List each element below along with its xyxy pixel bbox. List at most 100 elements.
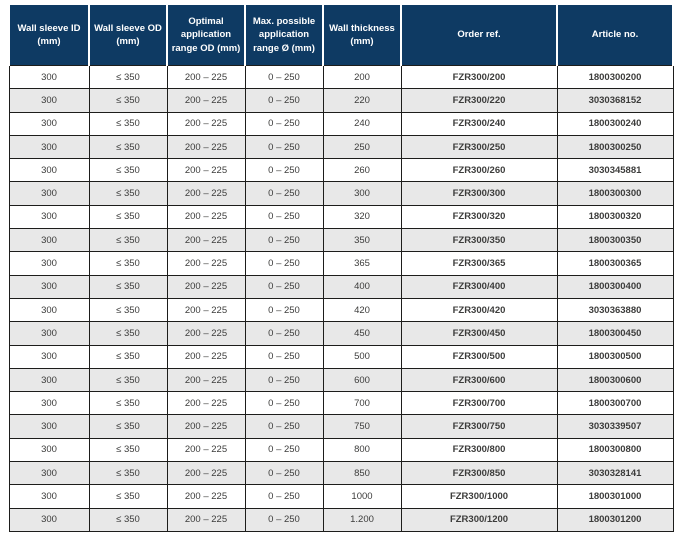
- column-header: Article no.: [556, 3, 674, 66]
- table-cell: 750: [322, 414, 402, 439]
- table-cell: FZR300/850: [400, 461, 558, 486]
- table-cell: FZR300/500: [400, 344, 558, 369]
- table-cell: 1.200: [322, 507, 402, 532]
- table-cell: 200 – 225: [166, 251, 246, 276]
- table-cell: 0 – 250: [244, 251, 324, 276]
- table-cell: 300: [8, 484, 90, 509]
- table-cell: 320: [322, 204, 402, 230]
- table-cell: FZR300/400: [400, 274, 558, 299]
- table-cell: 300: [8, 414, 90, 439]
- table-cell: 200 – 225: [166, 88, 246, 113]
- table-cell: 1800300800: [556, 437, 674, 463]
- table-row: 300 ≤ 350 200 – 225 0 – 250 400 FZR300/400 180…: [8, 274, 674, 299]
- table-cell: 1800301000: [556, 484, 674, 509]
- table-cell: 200: [322, 64, 402, 90]
- table-cell: 0 – 250: [244, 274, 324, 299]
- table-row: 300 ≤ 350 200 – 225 0 – 250 300 FZR300/300 180…: [8, 181, 674, 206]
- table-cell: ≤ 350: [88, 134, 168, 160]
- table-cell: ≤ 350: [88, 88, 168, 113]
- table-cell: 1800300200: [556, 64, 674, 90]
- table-cell: 200 – 225: [166, 321, 246, 346]
- product-table: Wall sleeve ID (mm) Wall sleeve OD (mm) Op…: [8, 3, 674, 532]
- table-cell: 3030339507: [556, 414, 674, 439]
- table-cell: ≤ 350: [88, 321, 168, 346]
- table-cell: 0 – 250: [244, 367, 324, 393]
- table-cell: 0 – 250: [244, 391, 324, 416]
- table-cell: 200 – 225: [166, 158, 246, 183]
- table-cell: FZR300/200: [400, 64, 558, 90]
- table-cell: 200 – 225: [166, 484, 246, 509]
- table-row: 300 ≤ 350 200 – 225 0 – 250 450 FZR300/450 180…: [8, 321, 674, 346]
- table-cell: 300: [8, 64, 90, 90]
- table-cell: 500: [322, 344, 402, 369]
- table-cell: ≤ 350: [88, 204, 168, 230]
- table-cell: 200 – 225: [166, 367, 246, 393]
- table-cell: ≤ 350: [88, 228, 168, 253]
- table-cell: 300: [8, 88, 90, 113]
- table-cell: 200 – 225: [166, 437, 246, 463]
- table-cell: 850: [322, 461, 402, 486]
- table-cell: 250: [322, 134, 402, 160]
- table-row: 300 ≤ 350 200 – 225 0 – 250 250 FZR300/250 180…: [8, 134, 674, 160]
- table-cell: FZR300/700: [400, 391, 558, 416]
- table-cell: 0 – 250: [244, 228, 324, 253]
- table-cell: 0 – 250: [244, 134, 324, 160]
- table-cell: 200 – 225: [166, 111, 246, 136]
- table-cell: 300: [8, 228, 90, 253]
- table-cell: FZR300/600: [400, 367, 558, 393]
- table-cell: 1800300240: [556, 111, 674, 136]
- table-cell: 350: [322, 228, 402, 253]
- table-cell: 300: [8, 181, 90, 206]
- table-cell: ≤ 350: [88, 274, 168, 299]
- table-cell: 300: [8, 274, 90, 299]
- table-cell: 3030345881: [556, 158, 674, 183]
- table-cell: 300: [8, 111, 90, 136]
- table-cell: 240: [322, 111, 402, 136]
- table-cell: 200 – 225: [166, 414, 246, 439]
- table-cell: FZR300/800: [400, 437, 558, 463]
- table-row: 300 ≤ 350 200 – 225 0 – 250 240 FZR300/240 180…: [8, 111, 674, 136]
- table-cell: 3030328141: [556, 461, 674, 486]
- table-row: 300 ≤ 350 200 – 225 0 – 250 365 FZR300/365 180…: [8, 251, 674, 276]
- table-cell: 450: [322, 321, 402, 346]
- table-cell: ≤ 350: [88, 461, 168, 486]
- table-cell: 200 – 225: [166, 64, 246, 90]
- table-cell: FZR300/1000: [400, 484, 558, 509]
- table-cell: 0 – 250: [244, 484, 324, 509]
- table-cell: 300: [8, 251, 90, 276]
- column-header: Order ref.: [400, 3, 558, 66]
- table-cell: 365: [322, 251, 402, 276]
- table-cell: FZR300/365: [400, 251, 558, 276]
- table-cell: 0 – 250: [244, 461, 324, 486]
- table-cell: 300: [322, 181, 402, 206]
- table-row: 300 ≤ 350 200 – 225 0 – 250 420 FZR300/420 303…: [8, 297, 674, 323]
- table-cell: 700: [322, 391, 402, 416]
- table-cell: 260: [322, 158, 402, 183]
- table-cell: 0 – 250: [244, 507, 324, 532]
- table-cell: 200 – 225: [166, 134, 246, 160]
- table-cell: 1800300365: [556, 251, 674, 276]
- table-cell: 300: [8, 367, 90, 393]
- table-cell: ≤ 350: [88, 344, 168, 369]
- table-cell: 300: [8, 204, 90, 230]
- table-cell: 300: [8, 437, 90, 463]
- table-cell: 0 – 250: [244, 321, 324, 346]
- table-row: 300 ≤ 350 200 – 225 0 – 250 260 FZR300/260 303…: [8, 158, 674, 183]
- table-cell: 1800300400: [556, 274, 674, 299]
- table-cell: 0 – 250: [244, 204, 324, 230]
- table-row: 300 ≤ 350 200 – 225 0 – 250 600 FZR300/600 180…: [8, 367, 674, 393]
- table-cell: 1800300350: [556, 228, 674, 253]
- table-cell: 1800300700: [556, 391, 674, 416]
- table-cell: ≤ 350: [88, 111, 168, 136]
- table-cell: ≤ 350: [88, 297, 168, 323]
- table-cell: 0 – 250: [244, 111, 324, 136]
- table-cell: 300: [8, 344, 90, 369]
- table-cell: 0 – 250: [244, 88, 324, 113]
- table-cell: FZR300/450: [400, 321, 558, 346]
- table-head: Wall sleeve ID (mm) Wall sleeve OD (mm) Op…: [8, 3, 674, 66]
- table-cell: 200 – 225: [166, 204, 246, 230]
- table-cell: 200 – 225: [166, 297, 246, 323]
- table-cell: 0 – 250: [244, 64, 324, 90]
- table-cell: 300: [8, 391, 90, 416]
